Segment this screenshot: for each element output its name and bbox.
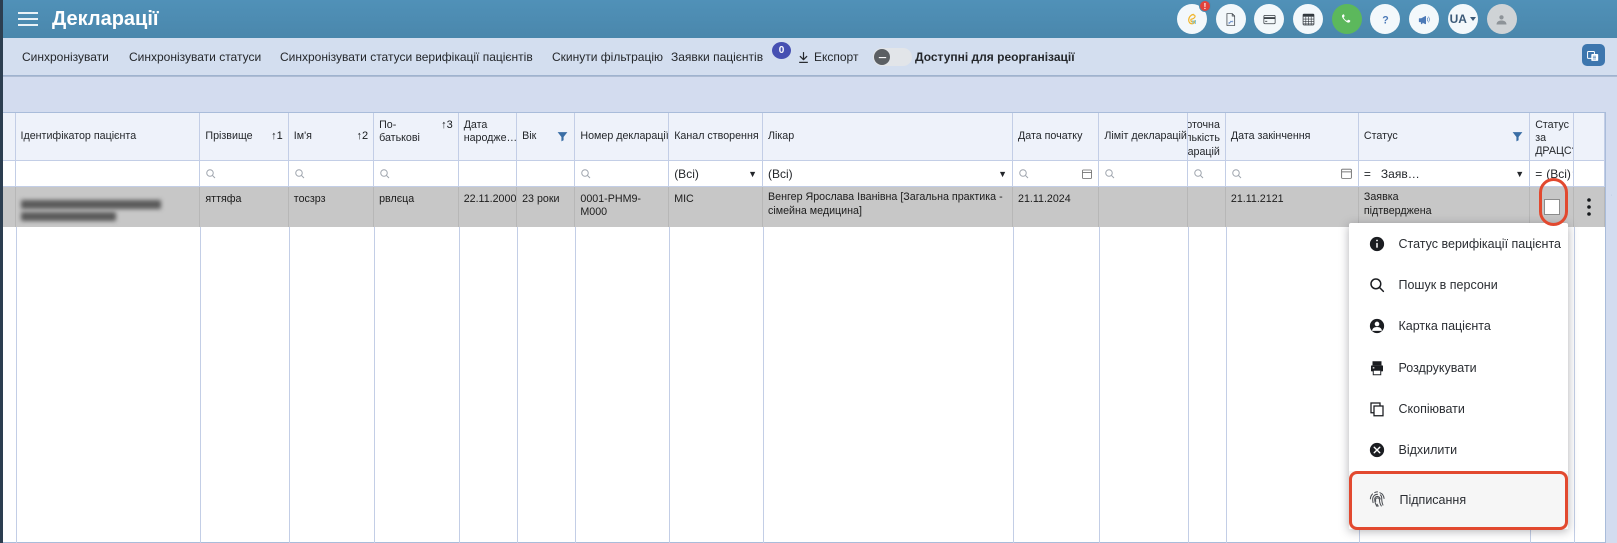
svg-text:H: H (1192, 20, 1196, 26)
svg-text:?: ? (1382, 14, 1388, 26)
